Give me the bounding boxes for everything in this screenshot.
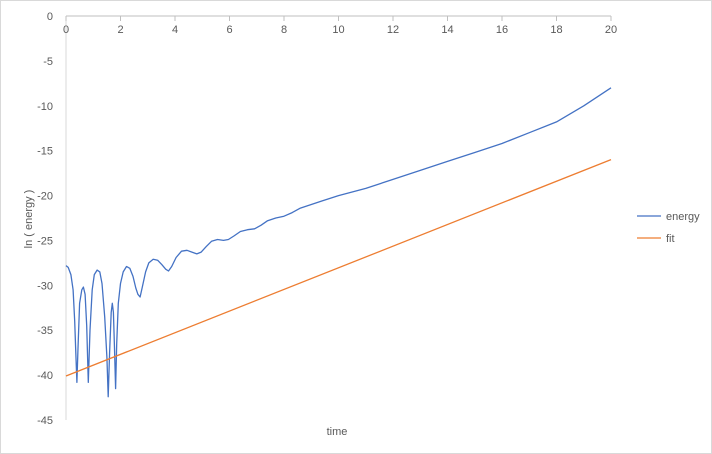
x-tick-label: 2 xyxy=(117,24,123,36)
series-line-fit xyxy=(65,158,612,377)
legend-label-fit: fit xyxy=(666,233,675,245)
y-tick-label: -35 xyxy=(37,325,53,337)
x-tick-label: 12 xyxy=(387,24,399,36)
x-tick-label: 10 xyxy=(332,24,344,36)
y-tick-label: 0 xyxy=(47,11,53,23)
x-axis-title: time xyxy=(327,426,348,438)
x-tick-label: 20 xyxy=(605,24,617,36)
y-tick-label: -45 xyxy=(37,415,53,427)
x-tick-label: 4 xyxy=(172,24,178,36)
x-tick-label: 8 xyxy=(281,24,287,36)
x-tick-label: 6 xyxy=(226,24,232,36)
y-tick-label: -5 xyxy=(43,56,53,68)
y-tick-label: -30 xyxy=(37,280,53,292)
legend: energy fit xyxy=(637,211,700,245)
y-tick-label: -10 xyxy=(37,101,53,113)
x-tick-label: 18 xyxy=(550,24,562,36)
x-tick-label: 0 xyxy=(63,24,69,36)
x-tick-label: 14 xyxy=(441,24,453,36)
y-axis: 0 -5 -10 -15 -20 -25 -30 -35 -40 -45 xyxy=(37,11,67,427)
legend-label-energy: energy xyxy=(666,211,700,223)
y-tick-label: -25 xyxy=(37,235,53,247)
x-tick-label: 16 xyxy=(496,24,508,36)
y-tick-label: -15 xyxy=(37,146,53,158)
y-axis-title: ln ( energy ) xyxy=(23,190,35,249)
x-axis xyxy=(65,15,612,21)
y-tick-label: -20 xyxy=(37,191,53,203)
series-line-energy xyxy=(65,87,612,398)
y-tick-label: -40 xyxy=(37,370,53,382)
series-lines xyxy=(65,87,612,398)
x-tick-labels: 0 2 4 6 8 10 12 14 16 18 20 xyxy=(63,24,617,36)
